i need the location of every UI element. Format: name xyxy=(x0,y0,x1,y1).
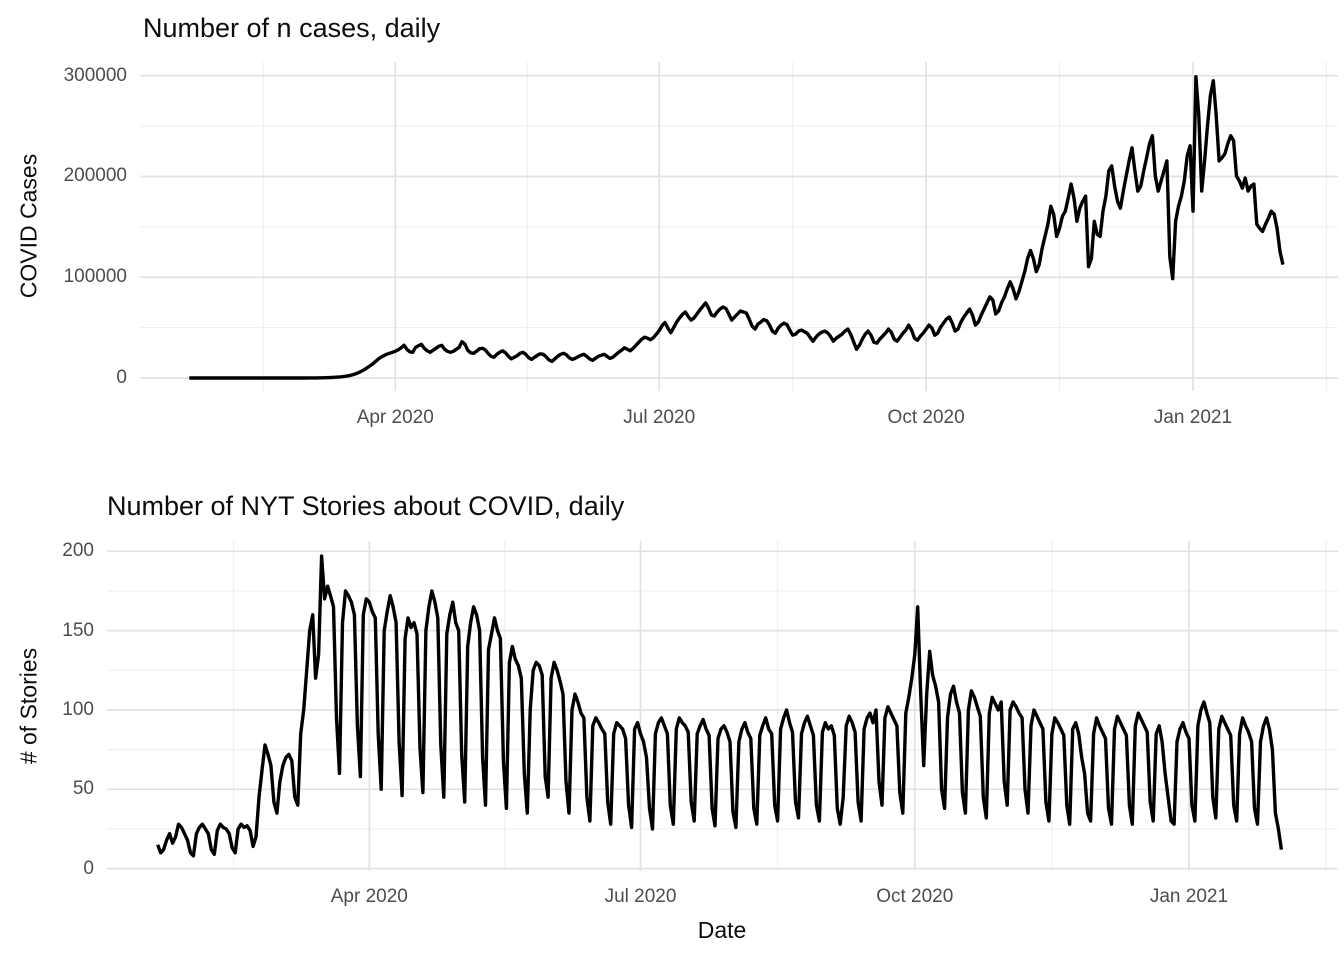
chart-title-covid-cases: Number of n cases, daily xyxy=(143,13,441,43)
x-axis-title-date: Date xyxy=(697,917,747,943)
x-tick-label: Oct 2020 xyxy=(876,886,954,907)
x-tick-label: Oct 2020 xyxy=(887,407,965,428)
y-tick-label: 150 xyxy=(62,619,94,641)
x-tick-label: Jul 2020 xyxy=(604,886,677,907)
x-tick-label: Jul 2020 xyxy=(623,407,696,428)
series-covid-cases-line xyxy=(189,74,1285,380)
y-tick-label: 100 xyxy=(62,698,94,720)
y-tick-label: 0 xyxy=(116,367,127,388)
y-tick-label: 300000 xyxy=(63,64,127,86)
x-tick-label: Apr 2020 xyxy=(330,886,408,907)
y-tick-label: 0 xyxy=(83,857,94,879)
x-tick-label: Jan 2021 xyxy=(1153,407,1233,428)
y-tick-label: 200 xyxy=(62,540,94,562)
x-tick-label: Apr 2020 xyxy=(356,407,434,428)
y-tick-label: 100000 xyxy=(63,266,127,288)
series-nyt-stories-line xyxy=(156,554,1284,858)
y-tick-label: 200000 xyxy=(63,165,127,187)
x-tick-label: Jan 2021 xyxy=(1149,886,1229,907)
chart-title-nyt-stories: Number of NYT Stories about COVID, daily xyxy=(107,491,625,521)
panel-nyt-stories xyxy=(107,541,1338,871)
y-tick-label: 50 xyxy=(72,778,94,800)
panel-covid-cases xyxy=(140,62,1338,391)
